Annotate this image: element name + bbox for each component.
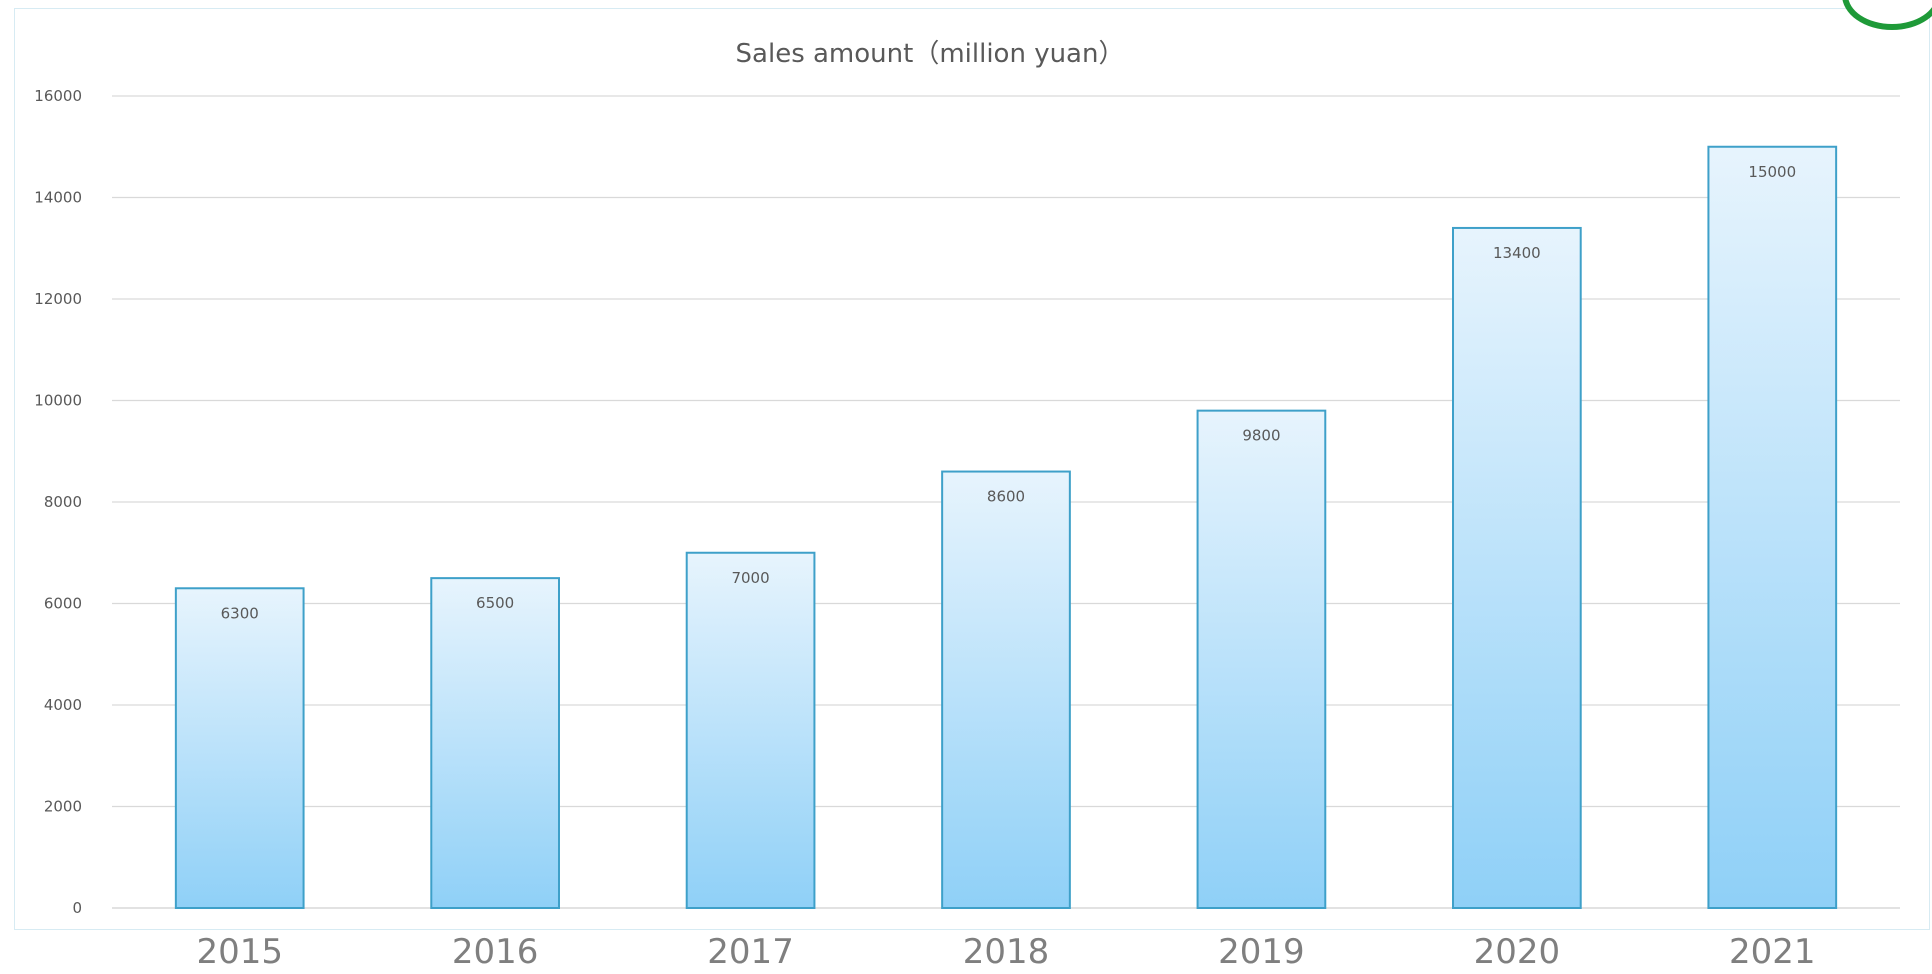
bar-2019 — [1196, 409, 1327, 909]
chart-title: Sales amount（million yuan） — [736, 39, 1125, 69]
x-tick-label-2019: 2019 — [1218, 932, 1305, 972]
data-label-2018: 8600 — [987, 488, 1025, 506]
data-label-2019: 9800 — [1242, 427, 1280, 445]
x-tick-label-2015: 2015 — [196, 932, 283, 972]
data-label-2015: 6300 — [221, 604, 259, 622]
y-tick-label: 10000 — [34, 392, 82, 410]
x-axis-tick-labels: 2015 2016 2017 2018 2019 2020 2021 — [196, 932, 1815, 972]
bar-2015 — [174, 587, 305, 910]
x-tick-label-2020: 2020 — [1474, 932, 1561, 972]
x-tick-label-2021: 2021 — [1729, 932, 1816, 972]
bar-2018 — [941, 470, 1071, 909]
bar-2020 — [1452, 226, 1582, 909]
bars — [174, 145, 1838, 910]
data-label-2017: 7000 — [731, 569, 769, 587]
data-label-2021: 15000 — [1748, 163, 1796, 181]
y-tick-label: 4000 — [44, 696, 82, 714]
x-tick-label-2018: 2018 — [963, 932, 1050, 972]
data-label-2020: 13400 — [1493, 244, 1541, 262]
bar-2017 — [685, 551, 816, 909]
y-tick-label: 16000 — [34, 87, 82, 105]
y-tick-label: 2000 — [44, 798, 82, 816]
y-tick-label: 8000 — [44, 493, 82, 511]
x-tick-label-2016: 2016 — [452, 932, 539, 972]
x-tick-label-2017: 2017 — [707, 932, 794, 972]
bar-2021 — [1707, 145, 1838, 909]
y-tick-label: 14000 — [34, 189, 82, 207]
data-labels: 6300 6500 7000 8600 9800 13400 15000 — [221, 163, 1797, 623]
y-tick-label: 12000 — [34, 290, 82, 308]
data-label-2016: 6500 — [476, 594, 514, 612]
y-axis-tick-labels: 0 2000 4000 6000 8000 10000 12000 14000 16000 — [34, 87, 82, 917]
bar-2016 — [430, 577, 560, 909]
y-tick-label: 0 — [72, 899, 82, 917]
y-tick-label: 6000 — [44, 595, 82, 613]
